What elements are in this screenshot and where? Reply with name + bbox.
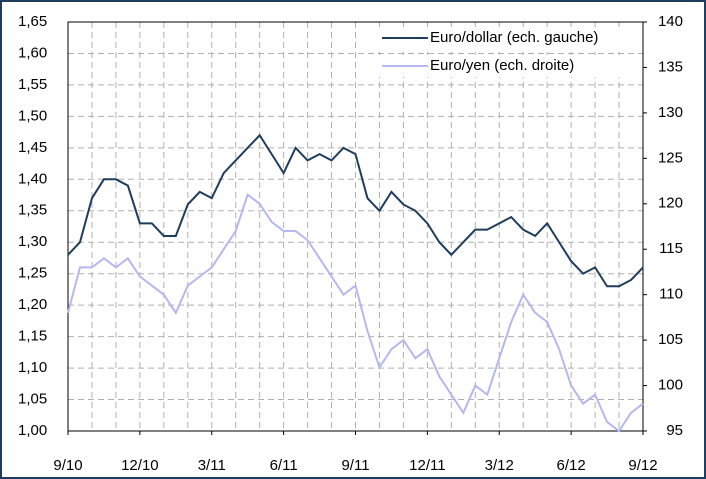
y-tick-label: 1,50 — [18, 107, 47, 124]
y-tick-label: 1,40 — [18, 170, 47, 187]
y2-tick-label: 120 — [658, 195, 683, 212]
y-tick-label: 1,65 — [18, 13, 47, 30]
y-tick-label: 1,25 — [18, 265, 47, 282]
x-tick-label: 6/12 — [557, 457, 586, 474]
legend-label: Euro/yen (ech. droite) — [430, 57, 574, 74]
y-tick-label: 1,35 — [18, 202, 47, 219]
y2-tick-label: 115 — [659, 240, 683, 257]
y-tick-label: 1,45 — [18, 139, 47, 156]
y-tick-label: 1,30 — [18, 233, 47, 250]
y2-tick-label: 140 — [658, 13, 683, 30]
y2-tick-label: 110 — [659, 286, 683, 303]
y-tick-label: 1,20 — [18, 296, 47, 313]
y2-tick-label: 125 — [658, 149, 683, 166]
x-tick-label: 3/12 — [485, 457, 514, 474]
y2-tick-label: 105 — [658, 331, 683, 348]
y-tick-label: 1,10 — [18, 359, 47, 376]
legend-bg — [378, 55, 640, 77]
x-tick-label: 3/11 — [198, 457, 226, 474]
x-tick-label: 6/11 — [270, 457, 298, 474]
x-tick-label: 9/10 — [53, 457, 82, 474]
y-tick-label: 1,15 — [18, 328, 47, 345]
y2-tick-label: 130 — [658, 104, 683, 121]
x-tick-label: 12/11 — [409, 457, 445, 474]
y2-tick-label: 135 — [658, 58, 683, 75]
x-tick-label: 9/11 — [341, 457, 369, 474]
legend-bg — [378, 27, 640, 49]
x-tick-label: 9/12 — [628, 457, 657, 474]
series-line — [67, 133, 644, 288]
plot-border — [67, 21, 644, 432]
legend-label: Euro/dollar (ech. gauche) — [430, 29, 598, 46]
y2-tick-label: 95 — [666, 422, 683, 439]
y-tick-label: 1,05 — [18, 391, 47, 408]
y2-tick-label: 100 — [658, 377, 683, 394]
x-tick-label: 12/10 — [121, 457, 159, 474]
y-tick-label: 1,60 — [18, 44, 47, 61]
y-tick-label: 1,00 — [18, 422, 47, 439]
y-tick-label: 1,55 — [18, 76, 47, 93]
series-line — [67, 193, 644, 433]
